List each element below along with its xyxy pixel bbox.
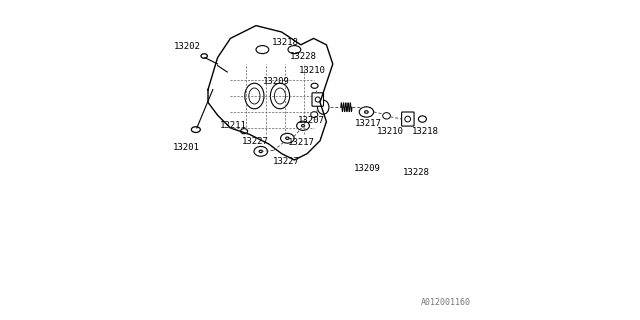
Ellipse shape xyxy=(191,127,200,132)
Text: 13227: 13227 xyxy=(273,157,300,166)
Ellipse shape xyxy=(201,54,207,58)
Text: A012001160: A012001160 xyxy=(420,298,470,307)
Text: 13210: 13210 xyxy=(377,127,404,136)
Ellipse shape xyxy=(315,97,321,102)
Ellipse shape xyxy=(405,116,411,122)
Text: 13209: 13209 xyxy=(262,77,289,86)
Ellipse shape xyxy=(280,133,294,143)
Text: 13209: 13209 xyxy=(354,164,381,172)
Ellipse shape xyxy=(259,150,262,153)
Ellipse shape xyxy=(297,121,309,130)
Text: 13202: 13202 xyxy=(174,42,200,51)
Ellipse shape xyxy=(419,116,426,122)
Ellipse shape xyxy=(285,137,289,140)
Ellipse shape xyxy=(359,107,374,117)
Ellipse shape xyxy=(365,111,368,113)
Text: 13217: 13217 xyxy=(289,138,315,147)
Text: 13228: 13228 xyxy=(290,52,316,60)
Text: 13218: 13218 xyxy=(273,38,299,47)
Ellipse shape xyxy=(241,129,248,134)
Ellipse shape xyxy=(254,147,268,156)
Text: 13217: 13217 xyxy=(355,119,381,128)
Text: 13227: 13227 xyxy=(243,137,269,146)
Text: 13211: 13211 xyxy=(220,121,246,130)
Text: 13210: 13210 xyxy=(299,66,325,75)
Ellipse shape xyxy=(301,124,305,127)
FancyBboxPatch shape xyxy=(312,93,323,106)
Text: 13218: 13218 xyxy=(412,127,439,136)
Text: 13201: 13201 xyxy=(173,143,200,152)
Ellipse shape xyxy=(311,83,318,88)
Text: 13207: 13207 xyxy=(298,116,324,124)
FancyBboxPatch shape xyxy=(402,112,414,126)
Text: 13228: 13228 xyxy=(403,168,429,177)
